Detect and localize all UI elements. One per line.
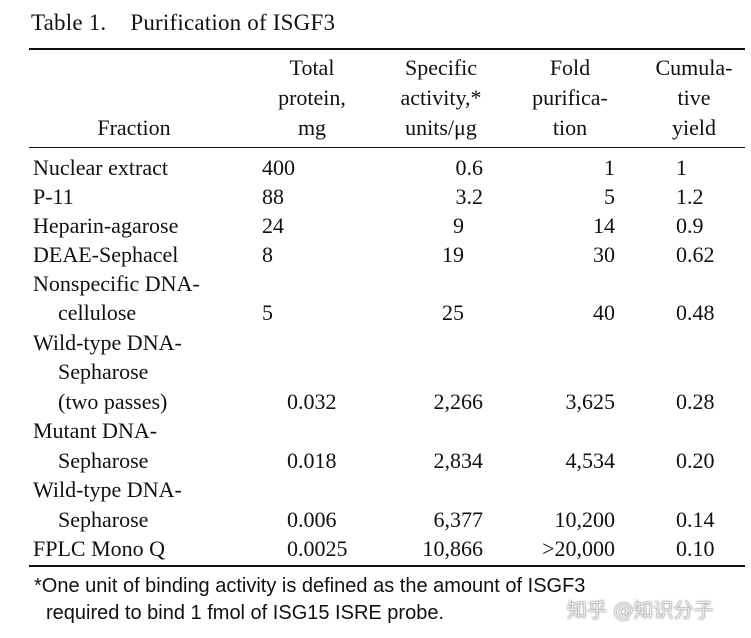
row-cumulative-yield: 1 xyxy=(676,155,687,180)
row-fraction: Wild-type DNA- xyxy=(33,330,182,355)
header-line: tive xyxy=(677,85,711,110)
row-specific-activity: 9 xyxy=(453,213,464,238)
header-line: activity,* xyxy=(400,85,482,110)
row-fraction-continued: Sepharose xyxy=(58,448,149,473)
header-fraction: Fraction xyxy=(82,113,186,143)
header-fraction-line: Fraction xyxy=(97,115,171,140)
row-fraction: Wild-type DNA- xyxy=(33,477,182,502)
row-fraction: DEAE-Sephacel xyxy=(33,242,179,267)
row-specific-activity: 3.2 xyxy=(455,184,484,209)
row-specific-activity: 2,834 xyxy=(433,448,484,473)
row-cumulative-yield: 0.20 xyxy=(676,448,715,473)
row-total-protein: 24 xyxy=(262,213,284,238)
row-cumulative-yield: 0.14 xyxy=(676,507,715,532)
row-cumulative-yield: 0.62 xyxy=(676,242,715,267)
row-specific-activity: 25 xyxy=(442,300,464,325)
row-specific-activity: 6,377 xyxy=(433,507,484,532)
row-fold-purification: 30 xyxy=(593,242,615,267)
row-fraction: FPLC Mono Q xyxy=(33,536,166,561)
header-line: purifica- xyxy=(532,85,608,110)
row-total-protein: 8 xyxy=(262,242,273,267)
watermark: 知乎 @知识分子 xyxy=(567,598,714,622)
row-total-protein: 0.018 xyxy=(287,448,337,473)
header-fold-purification: Fold purifica- tion xyxy=(518,53,622,143)
row-total-protein: 0.006 xyxy=(287,507,337,532)
row-fold-purification: 10,200 xyxy=(554,507,616,532)
footnote-line: required to bind 1 fmol of ISG15 ISRE pr… xyxy=(46,602,444,624)
row-cumulative-yield: 0.10 xyxy=(676,536,715,561)
table-number: Table 1. xyxy=(31,10,107,35)
row-cumulative-yield: 0.48 xyxy=(676,300,715,325)
row-cumulative-yield: 0.9 xyxy=(676,213,704,238)
header-line: yield xyxy=(672,115,716,140)
row-total-protein: 0.0025 xyxy=(287,536,348,561)
row-fold-purification: 1 xyxy=(604,155,615,180)
row-cumulative-yield: 1.2 xyxy=(676,184,704,209)
row-fold-purification: 40 xyxy=(593,300,615,325)
row-specific-activity: 0.6 xyxy=(455,155,484,180)
header-rule xyxy=(29,147,745,148)
header-total-protein: Total protein, mg xyxy=(262,53,362,143)
header-line: units/μg xyxy=(405,115,477,140)
row-specific-activity: 19 xyxy=(442,242,464,267)
row-total-protein: 400 xyxy=(262,155,295,180)
table-footnote: *One unit of binding activity is defined… xyxy=(34,573,585,627)
header-cumulative-yield: Cumula- tive yield xyxy=(646,53,742,143)
row-total-protein: 88 xyxy=(262,184,284,209)
row-fraction-continued: cellulose xyxy=(58,300,137,325)
row-total-protein: 0.032 xyxy=(287,389,337,414)
row-fold-purification: 3,625 xyxy=(565,389,616,414)
footnote-line: *One unit of binding activity is defined… xyxy=(34,575,586,597)
row-fraction: P-11 xyxy=(33,184,74,209)
header-line: protein, xyxy=(278,85,346,110)
row-fraction: Mutant DNA- xyxy=(33,418,158,443)
row-fraction-continued: Sepharose xyxy=(58,507,149,532)
header-specific-activity: Specific activity,* units/μg xyxy=(382,53,500,143)
row-fraction: Heparin-agarose xyxy=(33,213,179,238)
bottom-rule xyxy=(29,565,745,567)
row-specific-activity: 2,266 xyxy=(433,389,484,414)
row-fold-purification: 14 xyxy=(593,213,615,238)
header-line: Fold xyxy=(549,55,591,80)
row-fraction: Nuclear extract xyxy=(33,155,168,180)
row-fold-purification: 5 xyxy=(604,184,615,209)
top-rule xyxy=(29,48,745,50)
header-line: Total xyxy=(289,55,335,80)
row-fold-purification: >20,000 xyxy=(542,536,615,561)
row-cumulative-yield: 0.28 xyxy=(676,389,715,414)
table-title: Purification of ISGF3 xyxy=(130,10,336,35)
header-line: Cumula- xyxy=(655,55,733,80)
row-fraction-continued: (two passes) xyxy=(58,389,168,414)
row-specific-activity: 10,866 xyxy=(422,536,484,561)
row-total-protein: 5 xyxy=(262,300,273,325)
header-line: mg xyxy=(297,115,327,140)
row-fold-purification: 4,534 xyxy=(565,448,616,473)
row-fraction-continued: Sepharose xyxy=(58,359,149,384)
table-caption: Table 1. Purification of ISGF3 xyxy=(31,10,335,36)
header-line: Specific xyxy=(404,55,478,80)
row-fraction: Nonspecific DNA- xyxy=(33,271,200,296)
header-line: tion xyxy=(552,115,588,140)
